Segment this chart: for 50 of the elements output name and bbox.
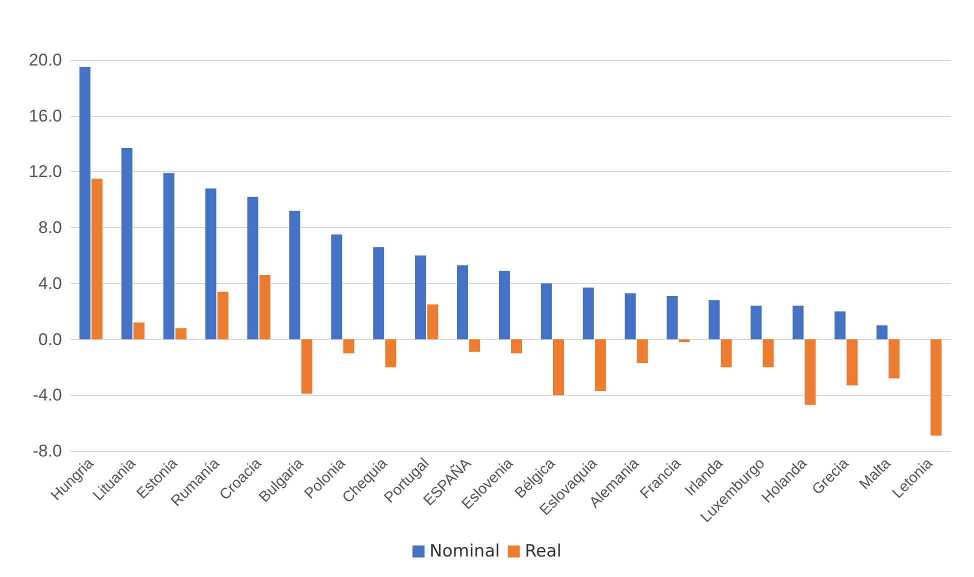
bar <box>175 328 186 340</box>
bar <box>343 339 354 354</box>
bar <box>594 339 606 391</box>
bar <box>133 322 144 340</box>
bar <box>92 178 103 340</box>
bar <box>930 339 942 436</box>
bar <box>415 256 426 340</box>
bar <box>750 306 762 340</box>
bar <box>834 311 846 340</box>
y-tick-label: 0.0 <box>38 330 62 349</box>
bar <box>666 296 678 340</box>
bar <box>79 66 90 340</box>
bar <box>205 188 216 340</box>
y-tick-label: -8.0 <box>32 442 62 460</box>
bar <box>804 339 816 405</box>
bar <box>373 247 384 340</box>
bar <box>624 293 636 340</box>
bar <box>636 339 648 364</box>
y-tick-label: 12.0 <box>28 162 62 182</box>
y-tick-label: 8.0 <box>38 218 62 238</box>
bar <box>498 270 510 340</box>
bar <box>582 288 594 340</box>
y-tick-label: -4.0 <box>32 386 62 405</box>
bar <box>846 339 858 386</box>
bar <box>792 306 804 340</box>
bar <box>457 265 468 340</box>
bar <box>289 210 300 340</box>
bar <box>553 339 564 396</box>
bar <box>876 325 888 340</box>
bar <box>888 339 900 378</box>
legend-label: Real <box>524 542 562 562</box>
legend-label: Nominal <box>430 542 500 562</box>
bar <box>540 283 552 340</box>
bar <box>720 339 732 368</box>
bar <box>385 339 396 368</box>
bar <box>469 339 480 352</box>
bar <box>247 196 258 340</box>
bar <box>708 300 720 340</box>
bar <box>259 275 270 340</box>
bar <box>331 234 342 340</box>
y-tick-label: 4.0 <box>38 274 62 293</box>
bar <box>163 173 174 340</box>
bar <box>301 339 312 394</box>
bar <box>511 339 522 354</box>
bar <box>121 148 132 340</box>
bar <box>762 339 774 368</box>
bar <box>427 304 438 340</box>
bar <box>217 292 228 340</box>
y-tick-label: 16.0 <box>28 106 62 126</box>
y-tick-label: 20.0 <box>28 50 62 70</box>
